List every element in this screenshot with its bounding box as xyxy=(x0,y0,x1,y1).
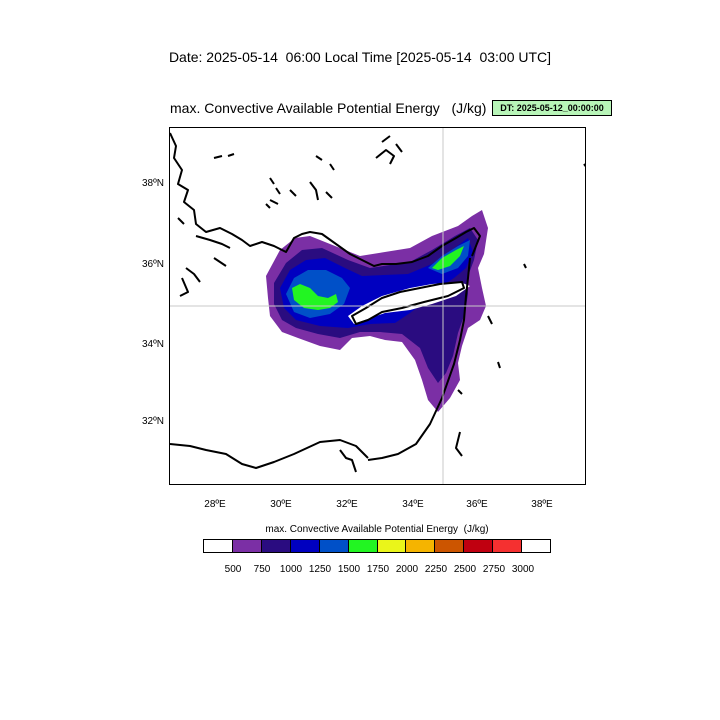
colorbar-label: 1000 xyxy=(279,564,303,575)
colorbar-title: max. Convective Available Potential Ener… xyxy=(265,524,489,535)
lon-tick-label: 32ºE xyxy=(336,499,358,510)
colorbar-cell xyxy=(493,540,523,552)
colorbar-cell xyxy=(348,540,378,552)
map-title: max. Convective Available Potential Ener… xyxy=(170,100,487,116)
sinai-islands xyxy=(339,431,463,473)
egypt-coast xyxy=(170,439,369,469)
colorbar-cell xyxy=(319,540,349,552)
lon-tick-label: 36ºE xyxy=(466,499,488,510)
colorbar xyxy=(203,539,551,553)
aegean-islands xyxy=(213,135,403,209)
dt-badge: DT: 2025-05-12_00:00:00 xyxy=(492,100,612,116)
colorbar-label: 1250 xyxy=(308,564,332,575)
colorbar-cell xyxy=(290,540,320,552)
cyprus-coast xyxy=(351,281,465,325)
colorbar-cell xyxy=(232,540,262,552)
gridlines xyxy=(170,128,585,484)
colorbar-label: 2500 xyxy=(453,564,477,575)
colorbar-cell xyxy=(464,540,494,552)
lat-tick-label: 38ºN xyxy=(142,178,164,189)
colorbar-label: 2000 xyxy=(395,564,419,575)
colorbar-label: 3000 xyxy=(511,564,535,575)
colorbar-cell xyxy=(261,540,291,552)
colorbar-label: 500 xyxy=(224,564,242,575)
colorbar-cell xyxy=(377,540,407,552)
east-coast-bits xyxy=(457,163,585,395)
colorbar-label: 1500 xyxy=(337,564,361,575)
colorbar-cell xyxy=(406,540,436,552)
lat-tick-label: 34ºN xyxy=(142,339,164,350)
colorbar-label: 1750 xyxy=(366,564,390,575)
lon-tick-label: 28ºE xyxy=(204,499,226,510)
turkey-coast xyxy=(170,132,481,267)
lon-tick-label: 30ºE xyxy=(270,499,292,510)
lon-tick-label: 38ºE xyxy=(531,499,553,510)
colorbar-label: 2750 xyxy=(482,564,506,575)
levant-coast xyxy=(367,257,471,461)
lon-tick-label: 34ºE xyxy=(402,499,424,510)
colorbar-cell xyxy=(204,540,233,552)
date-title: Date: 2025-05-14 06:00 Local Time [2025-… xyxy=(168,49,552,65)
lat-tick-label: 32ºN xyxy=(142,416,164,427)
colorbar-cell xyxy=(435,540,465,552)
colorbar-label: 750 xyxy=(253,564,271,575)
colorbar-label: 2250 xyxy=(424,564,448,575)
map-canvas xyxy=(170,128,585,484)
coastlines xyxy=(170,132,585,473)
map-frame xyxy=(169,127,586,485)
cape-1500-region-east xyxy=(432,246,464,270)
cape-1500-region-west xyxy=(292,284,338,310)
cape-shading xyxy=(266,210,488,412)
colorbar-cell xyxy=(522,540,551,552)
lat-tick-label: 36ºN xyxy=(142,259,164,270)
cretan-islands xyxy=(177,217,231,297)
